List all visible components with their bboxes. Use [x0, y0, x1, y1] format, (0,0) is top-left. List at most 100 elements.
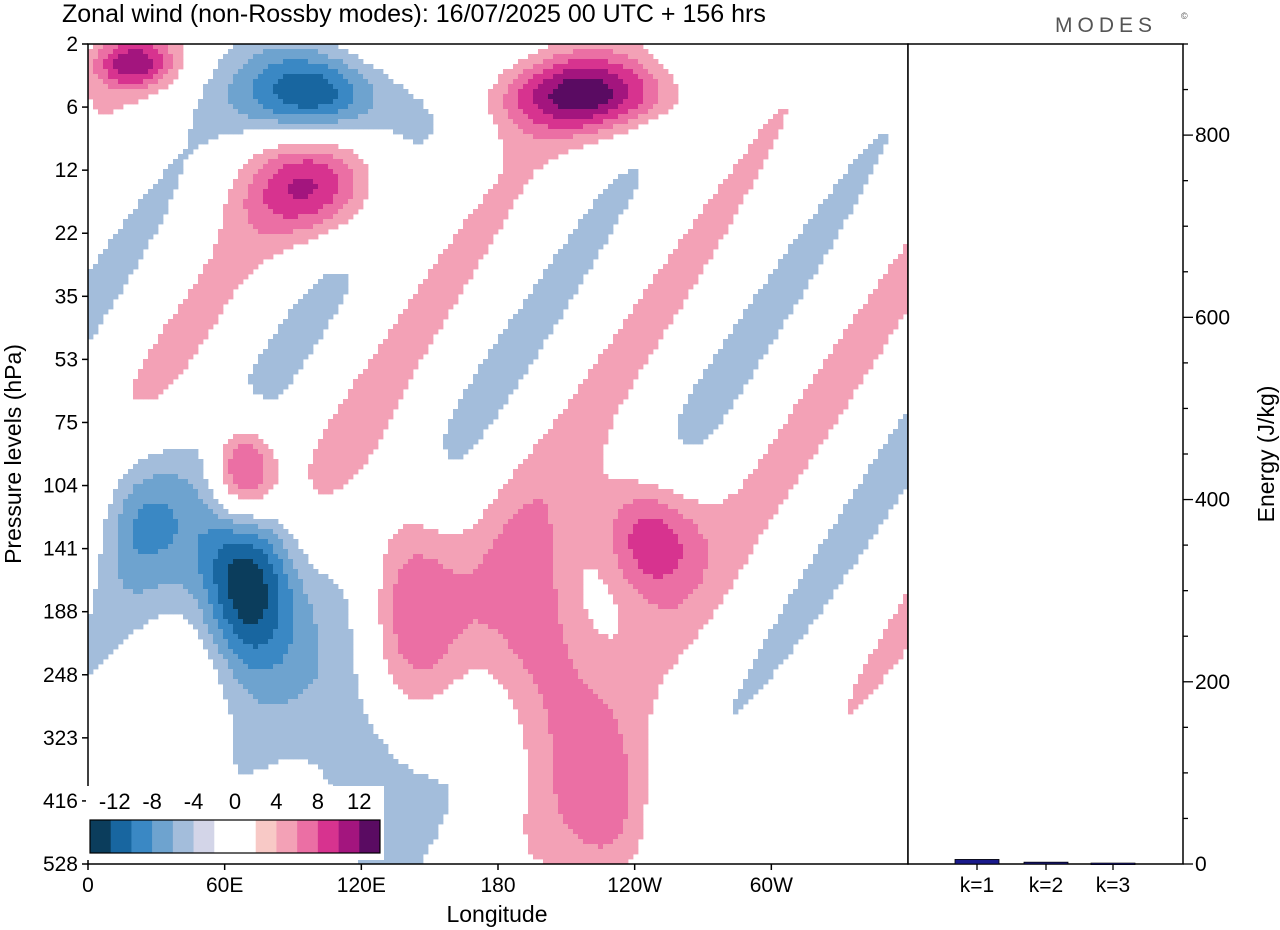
heatmap-cell: [328, 424, 334, 430]
heatmap-cell: [538, 144, 544, 150]
heatmap-cell: [323, 64, 329, 70]
heatmap-cell: [843, 379, 849, 385]
heatmap-cell: [553, 54, 559, 60]
heatmap-cell: [433, 299, 439, 305]
heatmap-cell: [593, 244, 599, 250]
heatmap-cell: [168, 374, 174, 380]
heatmap-cell: [833, 214, 839, 220]
heatmap-cell: [313, 154, 319, 160]
heatmap-cell: [653, 284, 659, 290]
heatmap-cell: [578, 49, 584, 55]
heatmap-cell: [528, 324, 534, 330]
heatmap-cell: [383, 339, 389, 345]
heatmap-cell: [633, 104, 639, 110]
heatmap-cell: [318, 284, 324, 290]
heatmap-cell: [578, 59, 584, 65]
heatmap-cell: [703, 384, 709, 390]
heatmap-cell: [868, 149, 874, 155]
heatmap-cell: [513, 334, 519, 340]
heatmap-cell: [748, 329, 754, 335]
heatmap-cell: [143, 394, 149, 400]
heatmap-cell: [748, 364, 754, 370]
heatmap-cell: [128, 44, 134, 50]
heatmap-cell: [243, 84, 249, 90]
heatmap-cell: [393, 399, 399, 405]
heatmap-cell: [323, 199, 329, 205]
heatmap-cell: [793, 299, 799, 305]
heatmap-cell: [628, 124, 634, 130]
heatmap-cell: [203, 264, 209, 270]
heatmap-cell: [283, 379, 289, 385]
heatmap-cell: [418, 104, 424, 110]
heatmap-cell: [163, 374, 169, 380]
heatmap-cell: [298, 354, 304, 360]
heatmap-cell: [873, 324, 879, 330]
heatmap-cell: [388, 399, 394, 405]
heatmap-cell: [358, 199, 364, 205]
heatmap-cell: [338, 164, 344, 170]
heatmap-cell: [343, 214, 349, 220]
heatmap-cell: [743, 344, 749, 350]
heatmap-cell: [238, 54, 244, 60]
heatmap-cell: [468, 274, 474, 280]
heatmap-cell: [113, 64, 119, 70]
heatmap-cell: [733, 354, 739, 360]
heatmap-cell: [298, 49, 304, 55]
heatmap-cell: [873, 334, 879, 340]
heatmap-cell: [128, 224, 134, 230]
heatmap-cell: [593, 199, 599, 205]
heatmap-cell: [158, 334, 164, 340]
heatmap-cell: [93, 279, 99, 285]
heatmap-cell: [718, 204, 724, 210]
heatmap-cell: [418, 114, 424, 120]
heatmap-cell: [768, 339, 774, 345]
heatmap-cell: [668, 259, 674, 265]
heatmap-cell: [838, 389, 844, 395]
heatmap-cell: [758, 354, 764, 360]
heatmap-cell: [798, 284, 804, 290]
heatmap-cell: [658, 69, 664, 75]
heatmap-cell: [168, 79, 174, 85]
heatmap-cell: [173, 174, 179, 180]
heatmap-cell: [838, 209, 844, 215]
heatmap-cell: [668, 304, 674, 310]
heatmap-cell: [858, 154, 864, 160]
heatmap-cell: [558, 249, 564, 255]
heatmap-cell: [788, 309, 794, 315]
heatmap-cell: [148, 234, 154, 240]
heatmap-cell: [443, 284, 449, 290]
heatmap-cell: [818, 409, 824, 415]
heatmap-cell: [298, 214, 304, 220]
heatmap-cell: [88, 59, 94, 65]
heatmap-cell: [368, 79, 374, 85]
heatmap-cell: [688, 229, 694, 235]
heatmap-cell: [768, 329, 774, 335]
heatmap-cell: [278, 334, 284, 340]
heatmap-cell: [218, 299, 224, 305]
heatmap-cell: [638, 64, 644, 70]
heatmap-cell: [523, 329, 529, 335]
heatmap-cell: [398, 369, 404, 375]
heatmap-cell: [443, 269, 449, 275]
heatmap-cell: [368, 74, 374, 80]
heatmap-cell: [293, 194, 299, 200]
heatmap-cell: [698, 264, 704, 270]
heatmap-cell: [288, 344, 294, 350]
heatmap-cell: [678, 304, 684, 310]
heatmap-cell: [288, 199, 294, 205]
heatmap-cell: [268, 234, 274, 240]
heatmap-cell: [258, 354, 264, 360]
heatmap-cell: [748, 349, 754, 355]
heatmap-cell: [723, 379, 729, 385]
heatmap-cell: [683, 259, 689, 265]
heatmap-cell: [513, 339, 519, 345]
heatmap-cell: [798, 234, 804, 240]
heatmap-cell: [153, 394, 159, 400]
heatmap-cell: [233, 184, 239, 190]
heatmap-cell: [313, 204, 319, 210]
heatmap-cell: [263, 79, 269, 85]
heatmap-cell: [283, 224, 289, 230]
heatmap-cell: [373, 364, 379, 370]
heatmap-cell: [538, 339, 544, 345]
heatmap-cell: [243, 199, 249, 205]
